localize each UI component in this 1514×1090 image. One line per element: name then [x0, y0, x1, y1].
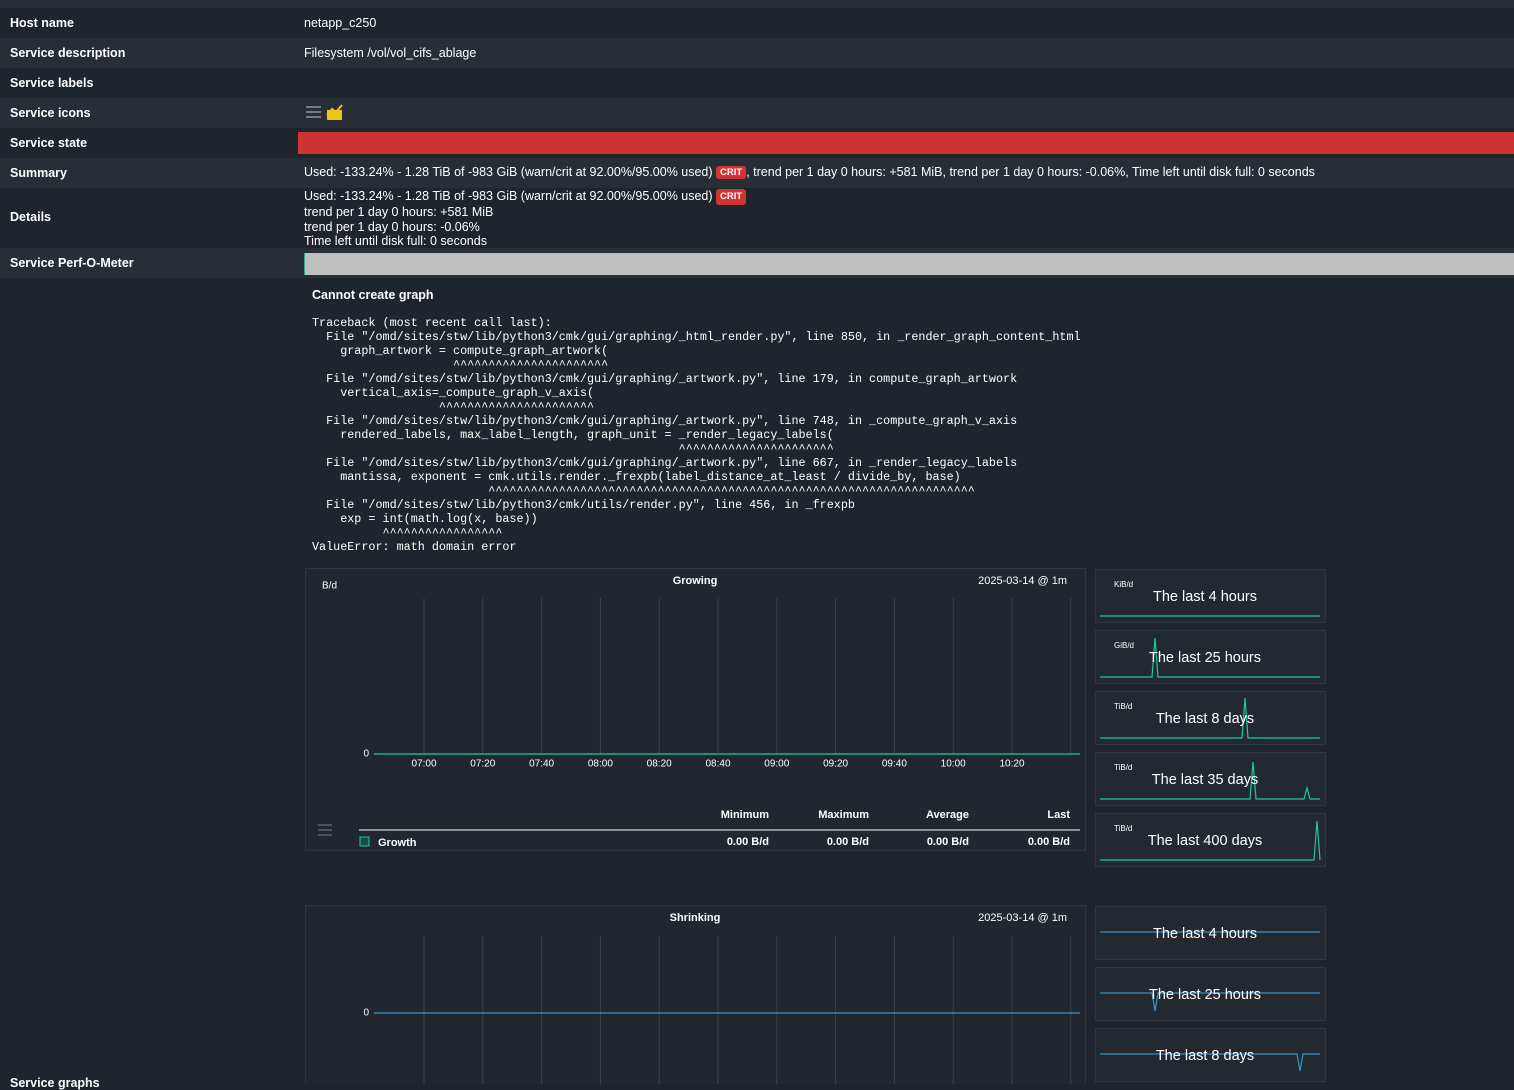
x-tick-label: 09:00: [764, 759, 789, 770]
row: Details Used: -133.24% - 1.28 TiB of -98…: [0, 188, 1514, 248]
x-tick-label: 08:40: [705, 759, 730, 770]
thumbnail-title: The last 4 hours: [1153, 589, 1257, 605]
graph-box: [305, 905, 1086, 1084]
details-line: Used: -133.24% - 1.28 TiB of -983 GiB (w…: [304, 189, 747, 206]
thumbnail[interactable]: [1095, 691, 1326, 745]
state-badge: CRIT: [716, 166, 747, 179]
row-value: netapp_c250: [304, 16, 377, 30]
graph-timestamp: 2025-03-14 @ 1m: [978, 575, 1067, 587]
legend-value: 0.00 B/d: [727, 836, 769, 848]
graph-unit: B/d: [322, 581, 337, 592]
state-bar: [298, 132, 1514, 154]
row-label: Details: [10, 210, 51, 224]
x-tick-label: 08:00: [588, 759, 613, 770]
thumbnail-unit: KiB/d: [1114, 580, 1133, 589]
legend-header: Last: [1047, 809, 1070, 821]
row: Service icons: [0, 98, 1514, 128]
x-tick-label: 09:20: [823, 759, 848, 770]
details: Used: -133.24% - 1.28 TiB of -983 GiB (w…: [304, 189, 747, 248]
menu-icon[interactable]: [306, 106, 321, 118]
thumbnail[interactable]: [1095, 752, 1326, 806]
x-tick-label: 08:20: [647, 759, 672, 770]
row-label: Service labels: [10, 76, 94, 90]
y-tick-label: 0: [363, 749, 369, 760]
row-value: Filesystem /vol/vol_cifs_ablage: [304, 46, 477, 60]
thumbnail[interactable]: [1095, 569, 1326, 623]
row-label: Summary: [10, 166, 67, 180]
sparkline: [1100, 992, 1320, 1012]
legend-header: Maximum: [818, 809, 869, 821]
legend-value: 0.00 B/d: [827, 836, 869, 848]
y-tick-label: 0: [363, 1008, 369, 1019]
row-label: Host name: [10, 16, 74, 30]
sparkline: [1100, 761, 1320, 800]
graph-title: Shrinking: [670, 912, 721, 924]
row: Summary Used: -133.24% - 1.28 TiB of -98…: [0, 158, 1514, 188]
thumbnail[interactable]: [1095, 630, 1326, 684]
thumbnail-title: The last 35 days: [1152, 772, 1258, 788]
service-icons: [306, 104, 343, 120]
graph-timestamp: 2025-03-14 @ 1m: [978, 912, 1067, 924]
row: Service Perf-O-Meter: [0, 248, 1514, 278]
x-tick-label: 07:40: [529, 759, 554, 770]
thumbnail-title: The last 4 hours: [1153, 926, 1257, 942]
thumbnail-title: The last 25 hours: [1149, 987, 1261, 1003]
thumbnail-unit: GiB/d: [1114, 641, 1134, 650]
legend-value: 0.00 B/d: [1028, 836, 1070, 848]
row-label: Service icons: [10, 106, 91, 120]
sparkline: [1100, 1053, 1320, 1072]
sparkline: [1100, 820, 1321, 861]
graph-title: Growing: [673, 575, 718, 587]
legend-header: Average: [926, 809, 969, 821]
thumbnail[interactable]: [1095, 967, 1326, 1021]
thumbnail-unit: TiB/d: [1114, 763, 1132, 772]
row-strip: [0, 0, 1514, 8]
details-line: trend per 1 day 0 hours: +581 MiB: [304, 205, 494, 220]
x-tick-label: 07:00: [411, 759, 436, 770]
row: Host name netapp_c250: [0, 8, 1514, 38]
thumbnail-title: The last 25 hours: [1149, 650, 1261, 666]
thumbnail-title: The last 400 days: [1148, 833, 1262, 849]
thumbnail-unit: TiB/d: [1114, 702, 1132, 711]
row: Service labels: [0, 68, 1514, 98]
row-label: Service Perf-O-Meter: [10, 256, 134, 270]
row-label: Service state: [10, 136, 88, 150]
thumbnail[interactable]: [1095, 906, 1326, 960]
x-tick-label: 09:40: [882, 759, 907, 770]
details-line: Time left until disk full: 0 seconds: [304, 233, 487, 248]
thumbnail-title: The last 8 days: [1156, 711, 1254, 727]
summary-text: Used: -133.24% - 1.28 TiB of -983 GiB (w…: [304, 165, 713, 179]
legend-value: 0.00 B/d: [927, 836, 969, 848]
sparkline: [1100, 697, 1320, 739]
legend-name: Growth: [378, 837, 417, 849]
details-line: trend per 1 day 0 hours: -0.06%: [304, 219, 480, 234]
summary-text: , trend per 1 day 0 hours: +581 MiB, tre…: [746, 165, 1315, 179]
legend-swatch: [359, 836, 370, 847]
error-heading: Cannot create graph: [312, 288, 434, 302]
row: Service state: [0, 128, 1514, 158]
graph-box: [305, 568, 1086, 851]
row: Service description Filesystem /vol/vol_…: [0, 38, 1514, 68]
graph-icon[interactable]: [326, 104, 343, 120]
summary: Used: -133.24% - 1.28 TiB of -983 GiB (w…: [304, 165, 1315, 179]
row-label: Service description: [10, 46, 126, 60]
x-tick-label: 07:20: [470, 759, 495, 770]
state-badge: CRIT: [716, 189, 747, 206]
thumbnail-title: The last 8 days: [1156, 1048, 1254, 1064]
x-tick-label: 10:20: [999, 759, 1024, 770]
perf-o-meter: [304, 253, 1514, 275]
thumbnail[interactable]: [1095, 813, 1326, 867]
legend-header: Minimum: [721, 809, 769, 821]
thumbnail[interactable]: [1095, 1028, 1326, 1082]
thumbnail-unit: TiB/d: [1114, 824, 1132, 833]
sparkline: [1100, 637, 1320, 678]
details-text: Used: -133.24% - 1.28 TiB of -983 GiB (w…: [304, 189, 713, 203]
x-tick-label: 10:00: [941, 759, 966, 770]
traceback: Traceback (most recent call last): File …: [312, 316, 1081, 554]
